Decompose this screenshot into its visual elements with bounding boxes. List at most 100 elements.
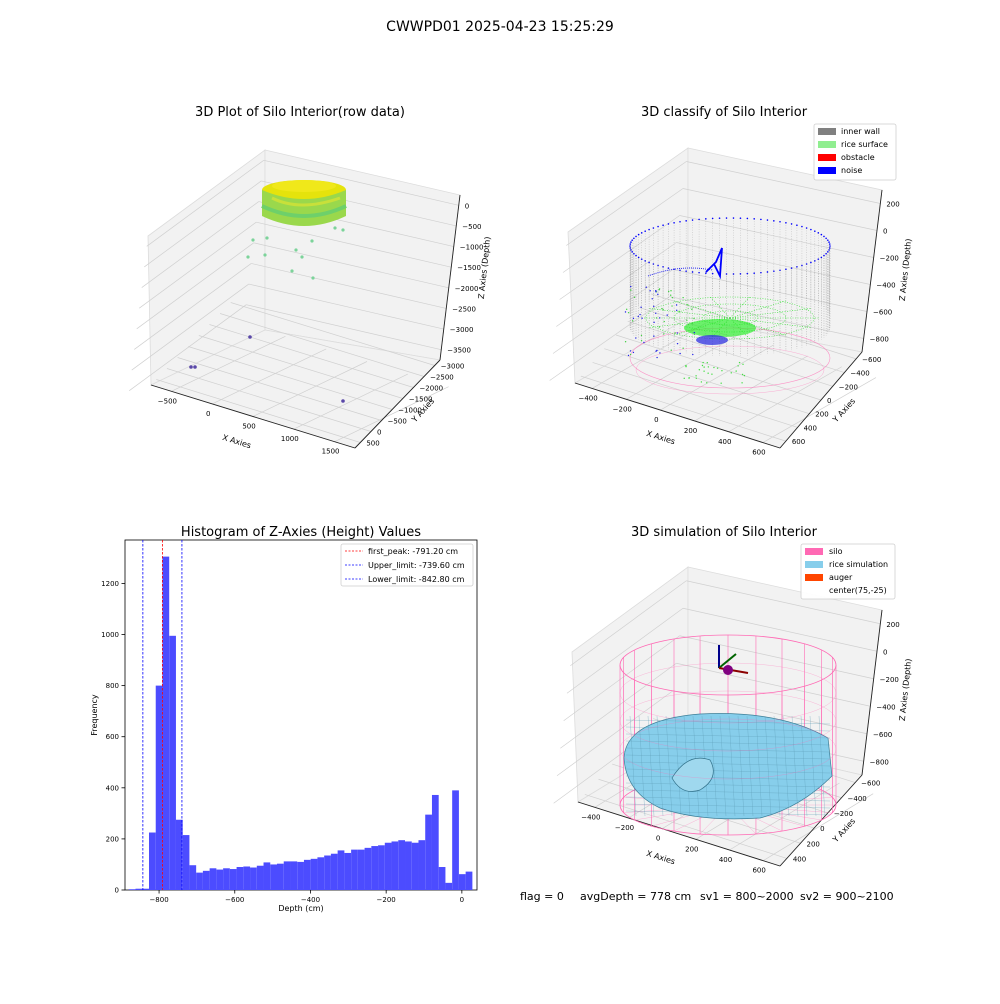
noise-point (785, 221, 787, 224)
histogram-bar (277, 863, 284, 890)
noise-point (825, 252, 827, 255)
raw-xgrid (171, 335, 286, 392)
histogram-bar (317, 857, 325, 890)
rice-simulation-mesh (746, 715, 754, 817)
sim-y-axis-label: Y Axies (830, 817, 857, 845)
histogram-bar (256, 865, 264, 890)
raw-xgrid (252, 361, 368, 417)
classify-x-tick-label: 200 (684, 427, 697, 435)
histogram-reference-lines (142, 540, 183, 890)
histogram-bar (182, 835, 190, 890)
sim-xgrid (762, 793, 874, 861)
histogram-bar (142, 888, 149, 890)
rice-simulation-mesh (791, 715, 799, 817)
noise-point (629, 245, 631, 247)
raw-x-tick-label: 500 (242, 423, 255, 431)
noise-point (828, 241, 830, 243)
classify-zgrid (686, 161, 881, 204)
rice-surface-points (685, 365, 687, 368)
panel-histogram: Histogram of Z-Axies (Height) Values −80… (90, 525, 478, 913)
raw-x-axis (150, 384, 356, 449)
histogram-bar (405, 841, 412, 890)
classify-y-tick-label: 0 (827, 397, 831, 405)
sim-z-axis-label: Z Axies (Depth) (898, 658, 914, 721)
noise-point (640, 258, 643, 260)
rice-simulation-mesh (625, 733, 831, 739)
rice-simulation-mesh (818, 715, 826, 817)
scatter-point (674, 332, 676, 334)
raw-tick-labels: −500 0 500 1000 1500 500 0 −500 −1000 −1500 −2000 −… (158, 202, 484, 455)
rice-simulation-mesh (809, 715, 817, 817)
raw-z-tick-label: −500 (462, 223, 481, 231)
scatter-point (653, 305, 655, 308)
rice-surface-points (729, 317, 812, 328)
footer-avg-depth: avgDepth = 778 cm (580, 890, 691, 903)
sim-x-axis-label: X Axies (645, 849, 676, 866)
legend-label-center: center(75,-25) (829, 586, 887, 595)
rice-simulation-feature (671, 757, 714, 792)
raw-ygrid (219, 313, 425, 377)
sim-xgrid (729, 782, 840, 851)
classify-y-tick-label: −400 (850, 370, 869, 378)
scatter-point (655, 289, 657, 292)
sim-y-tick-label: −600 (861, 780, 880, 788)
raw-z-tick-label: −2500 (452, 305, 476, 313)
noise-point (631, 251, 633, 253)
raw-zgrid-back (134, 263, 252, 350)
classify-ygrid (639, 307, 845, 373)
classify-z-tick-label: −600 (873, 309, 892, 317)
scatter-point (682, 347, 684, 349)
scatter-point (671, 296, 674, 299)
scatter-point (633, 296, 636, 299)
histogram-bar (344, 852, 352, 890)
histogram-x-axis-label: Depth (cm) (278, 904, 323, 913)
sim-z-tick-label: 200 (886, 621, 899, 629)
classify-ygrid (580, 375, 786, 442)
histogram-bar (351, 849, 358, 890)
scatter-point (678, 310, 680, 313)
classify-zgrid-back (562, 188, 684, 273)
noise-point (637, 256, 640, 259)
raw-zgrid-back (139, 221, 257, 309)
scatter-point (676, 309, 678, 312)
scatter-point (657, 293, 659, 296)
rice-simulation-mesh (625, 782, 831, 788)
classify-zgrid (682, 188, 878, 231)
scatter-point (693, 317, 695, 320)
sim-zgrid-back (566, 607, 684, 694)
legend-swatch-rice-surface (818, 141, 836, 148)
classify-zgrid (679, 215, 874, 258)
silo-wireframe (619, 690, 837, 752)
scatter-point (662, 309, 664, 311)
scatter-point (629, 350, 632, 352)
noise-point (648, 228, 650, 231)
noise-point (766, 219, 769, 221)
legend-label-silo: silo (829, 547, 843, 556)
raw-ygrid (209, 324, 414, 388)
histogram-bar (169, 635, 176, 890)
scatter-point (640, 334, 643, 337)
noise-point (796, 224, 798, 226)
noise-point (711, 217, 714, 220)
noise-point (705, 272, 707, 274)
histogram-x-tick-label: −400 (301, 896, 320, 904)
sim-z-tick-label: 0 (883, 648, 887, 656)
histogram-bar (371, 846, 379, 890)
scatter-point (629, 353, 632, 356)
rice-surface-points (673, 303, 787, 333)
sim-zgrid (672, 690, 868, 735)
sim-zgrid-back (563, 635, 680, 722)
histogram-bar (229, 869, 237, 890)
noise-point (820, 256, 823, 259)
scatter-point (663, 320, 665, 323)
histogram-bar (310, 858, 318, 890)
histogram-bar (290, 861, 298, 890)
noise-point (633, 237, 635, 240)
noise-point (753, 218, 755, 220)
histogram-bar (283, 861, 291, 890)
classify-zgrid-back (556, 242, 677, 327)
rice-simulation-mesh (625, 761, 831, 767)
raw-point (294, 248, 298, 252)
raw-point (341, 228, 345, 232)
rice-simulation-mesh (625, 754, 831, 760)
